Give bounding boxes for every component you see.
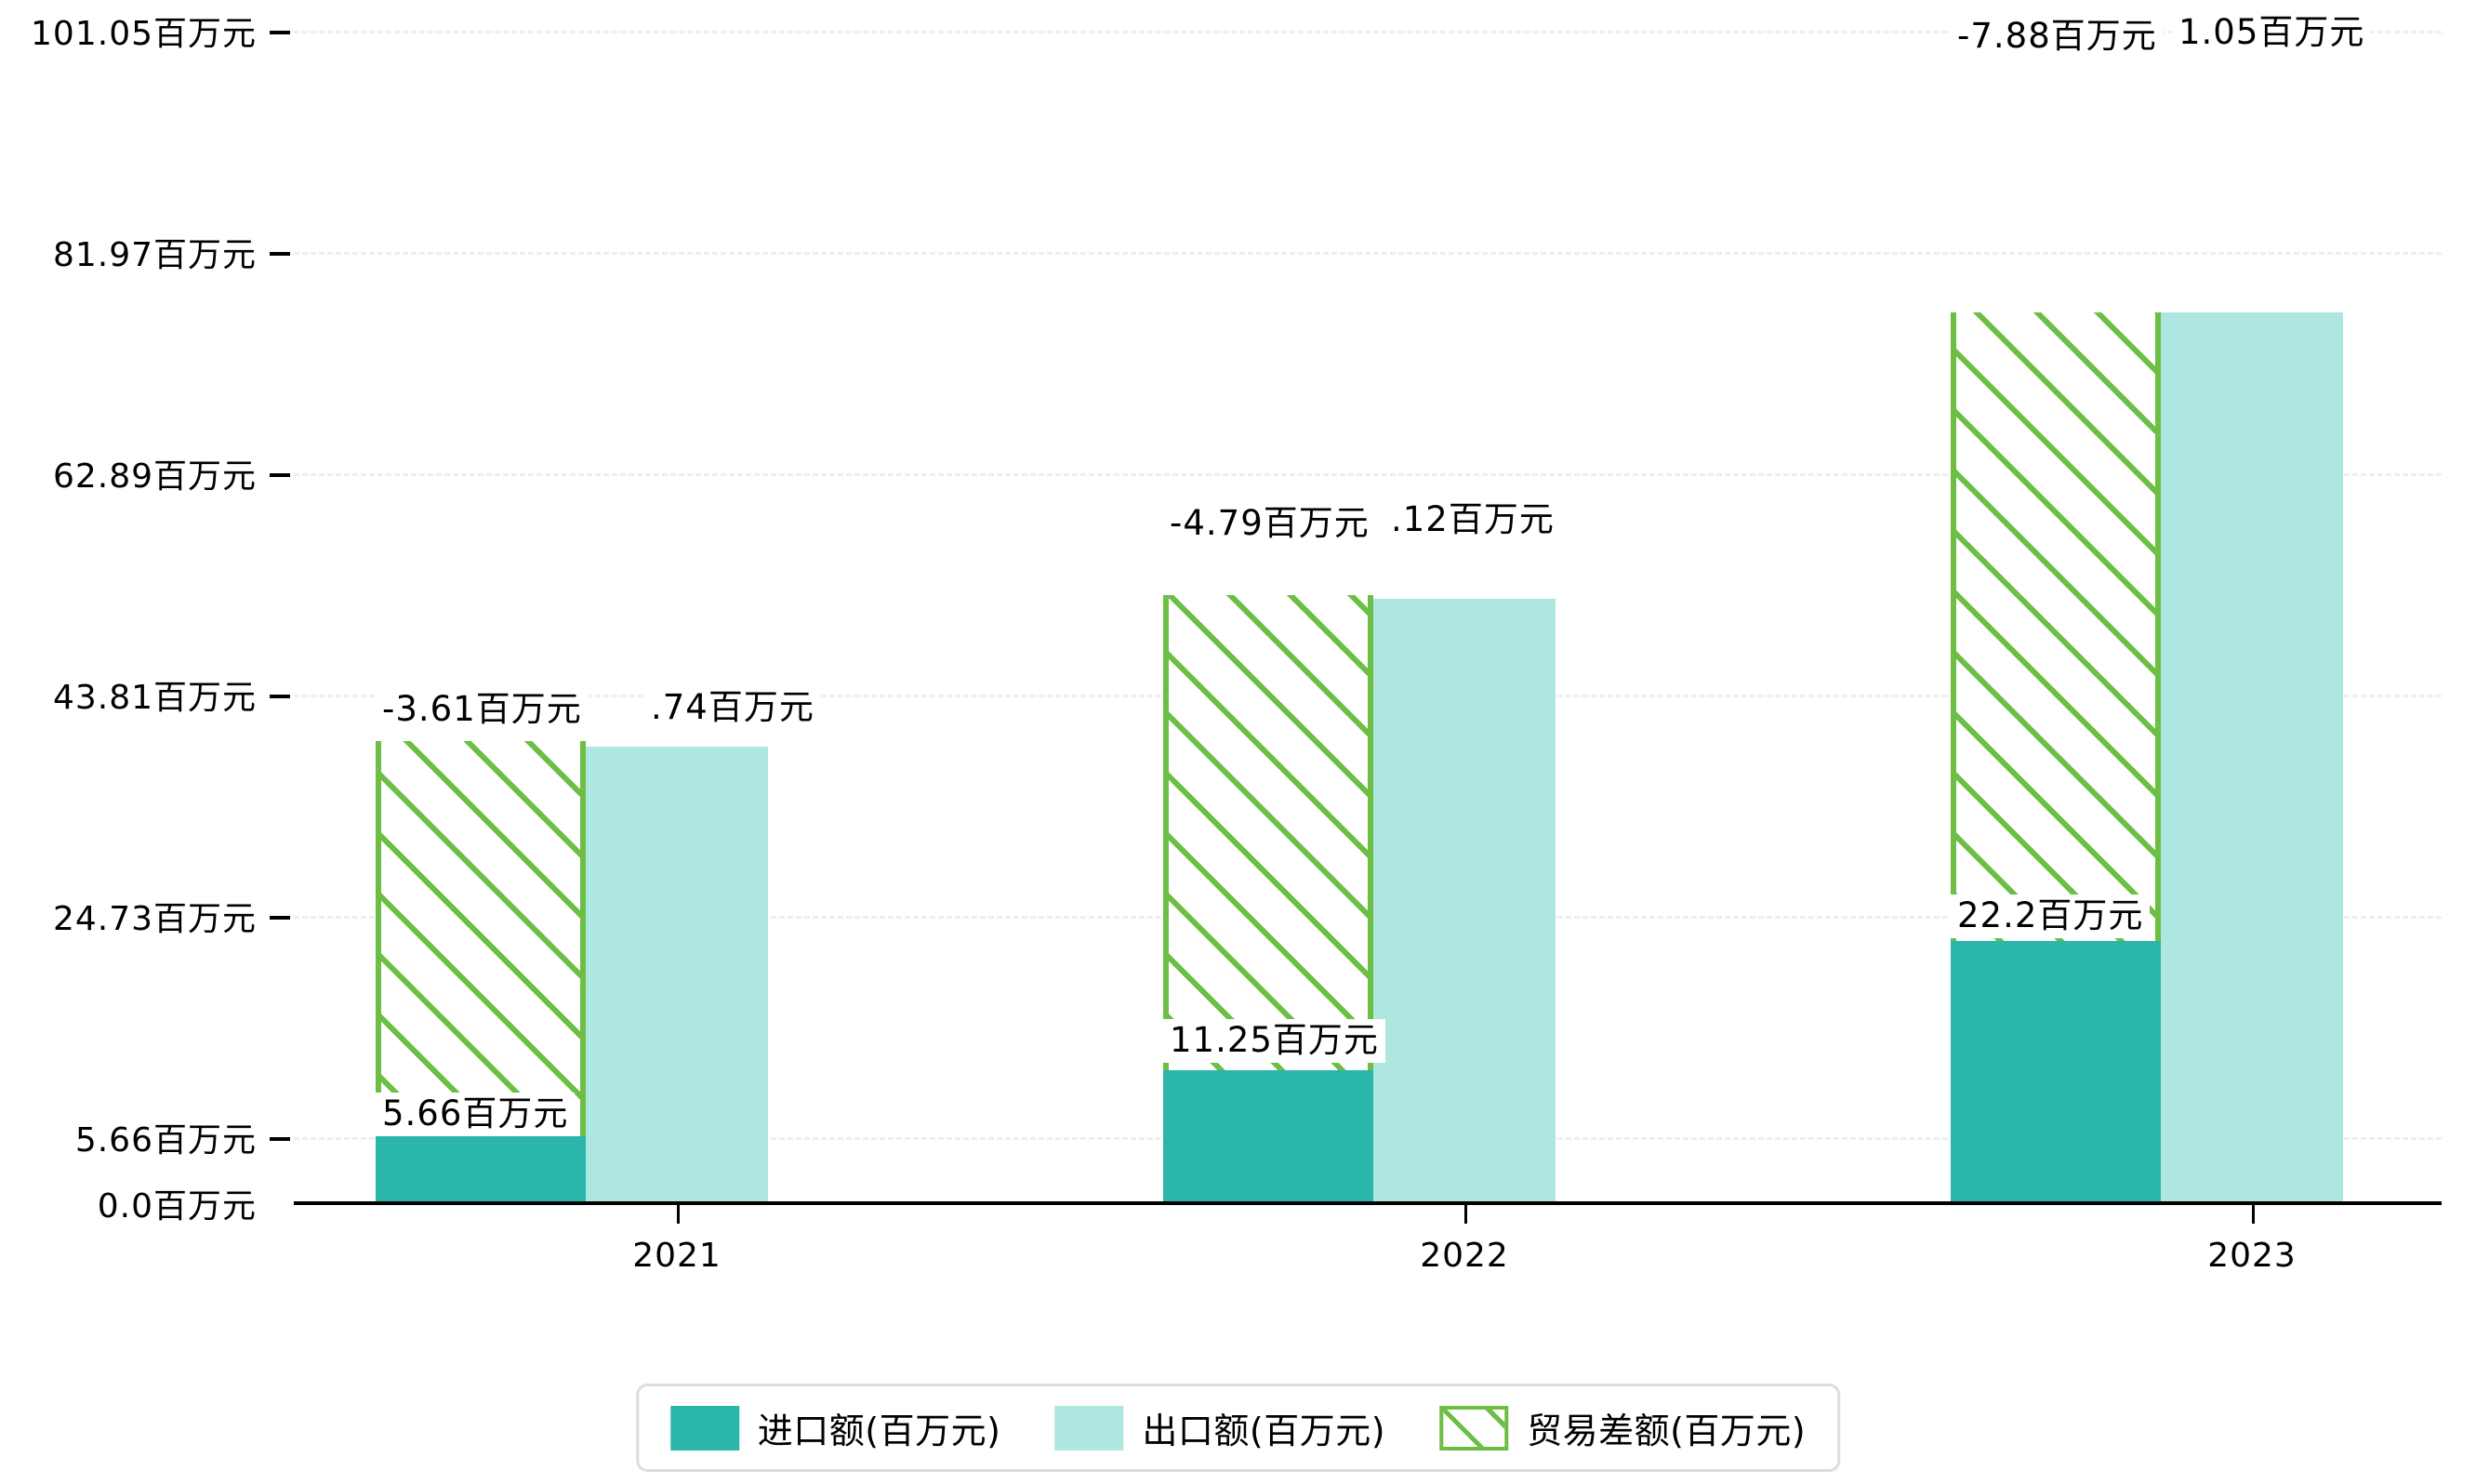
data-label-balance-2022: -4.79百万元 <box>1163 502 1376 546</box>
y-axis-labels: 101.05百万元 81.97百万元 62.89百万元 43.81百万元 24.… <box>0 0 279 1484</box>
x-tick <box>1464 1203 1467 1224</box>
x-axis-label-2022: 2022 <box>1420 1237 1509 1275</box>
x-axis-label-2023: 2023 <box>2207 1237 2297 1275</box>
data-label-export-2022: .12百万元 <box>1384 498 1561 542</box>
x-tick <box>2252 1203 2255 1224</box>
bar-import-2021[interactable] <box>376 1136 586 1203</box>
data-label-balance-2023: -7.88百万元 <box>1951 15 2164 59</box>
data-label-import-2021: 5.66百万元 <box>376 1093 576 1136</box>
legend-label-export: 出口额(百万元) <box>1142 1411 1386 1451</box>
data-label-export-2023: 1.05百万元 <box>2172 11 2372 55</box>
gridline <box>294 252 2442 255</box>
y-axis-label: 24.73百万元 <box>52 900 257 938</box>
y-axis-label: 5.66百万元 <box>74 1121 257 1159</box>
y-tick <box>270 916 290 920</box>
x-axis-line <box>294 1201 2442 1205</box>
x-tick <box>677 1203 680 1224</box>
bar-export-2023[interactable] <box>2161 312 2343 1203</box>
y-axis-label: 81.97百万元 <box>52 236 257 274</box>
gridline <box>294 31 2442 33</box>
bar-import-2022[interactable] <box>1163 1070 1373 1203</box>
data-label-balance-2021: -3.61百万元 <box>376 688 589 732</box>
y-tick <box>270 473 290 477</box>
y-tick <box>270 695 290 698</box>
x-axis-label-2021: 2021 <box>632 1237 722 1275</box>
bar-export-2021[interactable] <box>586 747 768 1203</box>
legend-swatch-balance-icon <box>1439 1405 1509 1451</box>
y-axis-label: 62.89百万元 <box>52 457 257 496</box>
chart-legend: 进口额(百万元) 出口额(百万元) 贸易差额(百万元) <box>635 1384 1841 1472</box>
legend-swatch-export-icon <box>1054 1405 1124 1451</box>
legend-item-export[interactable]: 出口额(百万元) <box>1054 1402 1385 1453</box>
legend-label-import: 进口额(百万元) <box>757 1411 1001 1451</box>
legend-swatch-import-icon <box>669 1405 739 1451</box>
data-label-import-2022: 11.25百万元 <box>1163 1019 1385 1063</box>
bar-import-2023[interactable] <box>1951 941 2161 1203</box>
data-label-export-2021: .74百万元 <box>644 686 821 730</box>
legend-label-balance: 贸易差额(百万元) <box>1527 1411 1807 1451</box>
legend-item-import[interactable]: 进口额(百万元) <box>669 1402 1001 1453</box>
gridline <box>294 473 2442 476</box>
y-tick <box>270 31 290 34</box>
bar-export-2022[interactable] <box>1373 599 1556 1203</box>
data-label-import-2023: 22.2百万元 <box>1951 894 2151 938</box>
y-tick <box>270 1137 290 1141</box>
y-axis-label: 101.05百万元 <box>31 15 257 53</box>
legend-item-balance[interactable]: 贸易差额(百万元) <box>1439 1402 1806 1453</box>
y-axis-label: 43.81百万元 <box>52 679 257 717</box>
y-axis-label: 0.0百万元 <box>97 1187 257 1226</box>
y-tick <box>270 252 290 256</box>
